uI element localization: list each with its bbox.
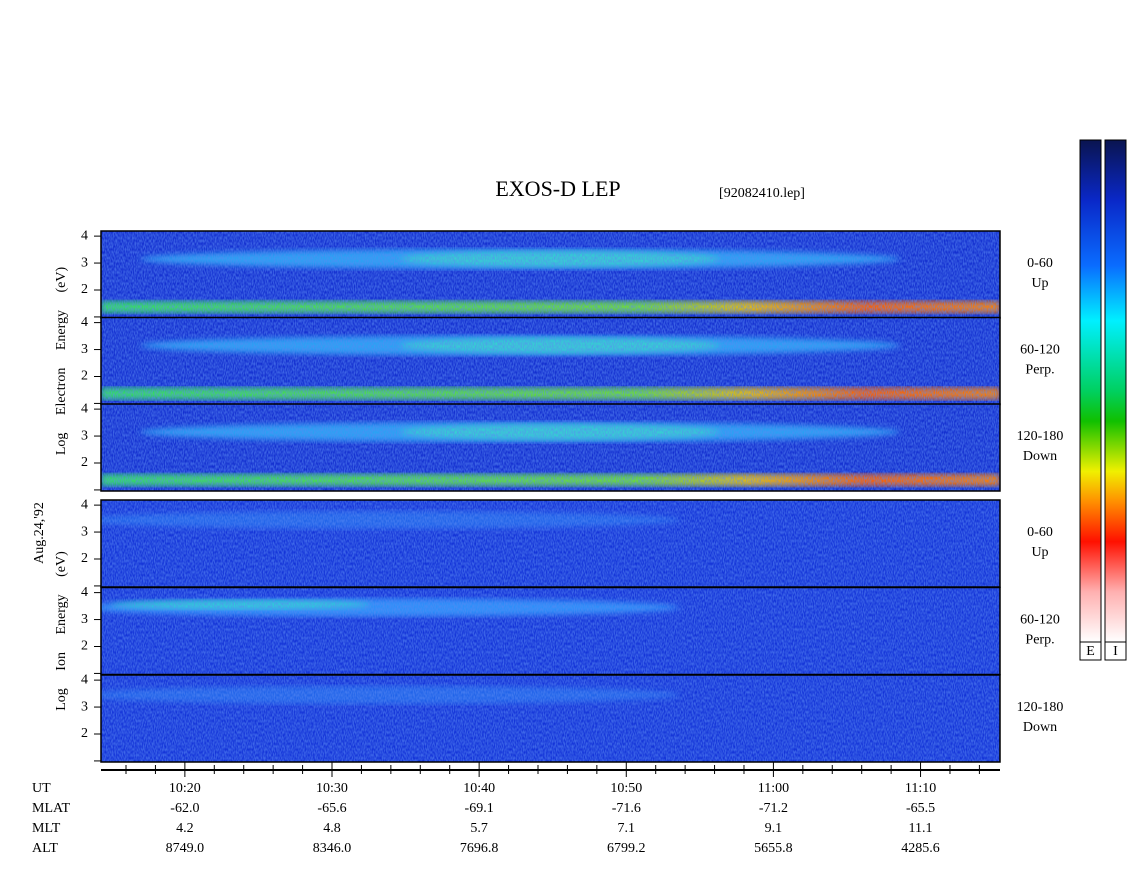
spectrogram-panel: 2 3 4 (81, 315, 1001, 406)
y-tick-label: 2 (81, 726, 88, 741)
panel-direction: Up (1031, 276, 1048, 291)
y-tick-label: 2 (81, 282, 88, 297)
orbit-value: 4.8 (323, 821, 341, 836)
y-tick-label: 3 (81, 612, 88, 627)
orbit-value: 5655.8 (754, 841, 793, 856)
panel-image (101, 500, 1000, 587)
y-tick-label: 2 (81, 455, 88, 470)
orbit-value: -71.6 (612, 801, 641, 816)
y-tick-label: 4 (81, 401, 88, 416)
y-axis-label: Log Electron Energy (eV) (54, 267, 69, 456)
spectrogram-panel: 2 3 4 (81, 401, 1001, 492)
y-tick-label: 3 (81, 342, 88, 357)
orbit-value: 9.1 (765, 821, 783, 836)
colorbar (1079, 139, 1102, 643)
y-tick-label: 4 (81, 585, 88, 600)
panel-image (101, 587, 1000, 675)
panel-direction: Perp. (1025, 363, 1054, 378)
colorbar-label: E (1086, 644, 1095, 659)
colorbar-label-box (1079, 641, 1102, 661)
colorbar-label-box (1104, 641, 1127, 661)
orbit-value: 8346.0 (313, 841, 352, 856)
date-label: Aug.24,'92 (32, 502, 47, 564)
x-tick-label: 11:10 (905, 781, 936, 796)
y-tick-label: 2 (81, 639, 88, 654)
y-tick-label: 3 (81, 699, 88, 714)
panel-image (101, 404, 1000, 491)
orbit-row-name: MLAT (32, 801, 71, 816)
panel-angle: 120-180 (1017, 700, 1064, 715)
x-tick-label: 10:40 (463, 781, 495, 796)
orbit-value: -62.0 (170, 801, 199, 816)
x-tick-label: 11:00 (758, 781, 789, 796)
panel-direction: Down (1023, 720, 1057, 735)
speckle (101, 500, 1000, 587)
spectrogram-panel: 2 3 4 (81, 585, 1001, 676)
panel-image (101, 675, 1000, 762)
orbit-value: 8749.0 (166, 841, 205, 856)
spectrogram-panel: 2 3 4 (81, 497, 1001, 588)
panel-angle: 60-120 (1020, 343, 1060, 358)
panel-angle: 0-60 (1027, 525, 1053, 540)
speckle (101, 587, 1000, 675)
orbit-value: 4285.6 (901, 841, 940, 856)
panel-angle: 120-180 (1017, 429, 1064, 444)
x-tick-label: 10:30 (316, 781, 348, 796)
spectrogram-panel: 2 3 4 (81, 672, 1001, 763)
y-axis-label: Log Ion Energy (eV) (54, 551, 69, 711)
panel-direction: Down (1023, 449, 1057, 464)
panel-image (101, 231, 1000, 318)
orbit-value: 11.1 (909, 821, 933, 836)
panel-image (101, 317, 1000, 405)
orbit-value: 4.2 (176, 821, 194, 836)
x-tick-label: 10:50 (610, 781, 642, 796)
orbit-value: -71.2 (759, 801, 788, 816)
y-tick-label: 2 (81, 369, 88, 384)
colorbar-label: I (1113, 644, 1118, 659)
speckle (101, 675, 1000, 762)
panel-angle: 0-60 (1027, 256, 1053, 271)
orbit-value: 7696.8 (460, 841, 499, 856)
y-tick-label: 2 (81, 551, 88, 566)
panel-frame (100, 403, 1001, 492)
chart-subtitle: [92082410.lep] (719, 186, 805, 201)
orbit-value: -69.1 (465, 801, 494, 816)
x-axis-label: UT (32, 781, 51, 796)
panel-frame (100, 674, 1001, 763)
y-tick-label: 3 (81, 255, 88, 270)
spectrogram-panel: 2 3 4 (81, 228, 1001, 319)
panel-direction: Perp. (1025, 633, 1054, 648)
y-tick-label: 4 (81, 315, 88, 330)
y-tick-label: 3 (81, 524, 88, 539)
panel-direction: Up (1031, 545, 1048, 560)
orbit-value: -65.5 (906, 801, 935, 816)
orbit-row-name: ALT (32, 841, 58, 856)
speckle (101, 404, 1000, 491)
speckle (101, 231, 1000, 318)
speckle (101, 317, 1000, 405)
panel-angle: 60-120 (1020, 613, 1060, 628)
orbit-value: 5.7 (470, 821, 488, 836)
colorbar (1104, 139, 1127, 643)
chart-title: EXOS-D LEP (495, 176, 620, 201)
y-tick-label: 3 (81, 428, 88, 443)
y-tick-label: 4 (81, 228, 88, 243)
orbit-value: 7.1 (618, 821, 636, 836)
y-tick-label: 4 (81, 672, 88, 687)
orbit-value: 6799.2 (607, 841, 646, 856)
orbit-row-name: MLT (32, 821, 61, 836)
x-tick-label: 10:20 (169, 781, 201, 796)
orbit-value: -65.6 (317, 801, 346, 816)
y-tick-label: 4 (81, 497, 88, 512)
